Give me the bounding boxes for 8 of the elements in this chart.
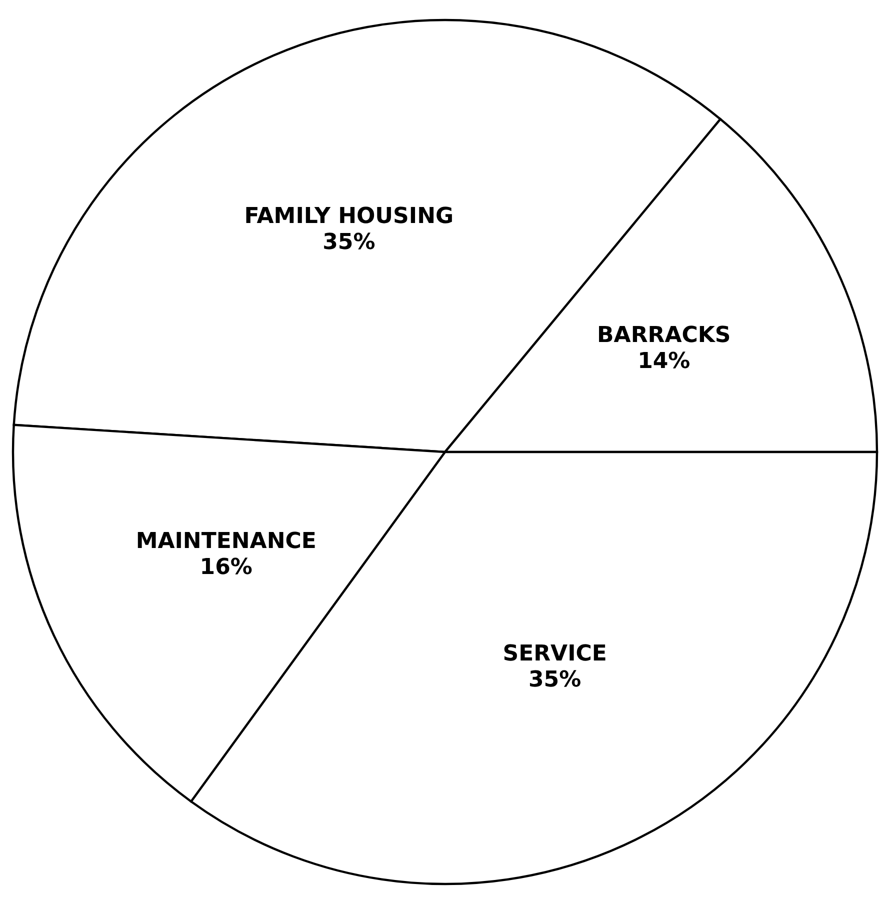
data-label: 35%	[322, 230, 376, 255]
slice-label: MAINTENANCE	[136, 529, 316, 554]
data-label: 14%	[638, 348, 690, 374]
data-label: 16%	[200, 555, 252, 580]
slice-label: FAMILY HOUSING	[244, 204, 454, 229]
slice-label: SERVICE	[502, 642, 607, 667]
slice-label: BARRACKS	[597, 322, 731, 348]
data-label: 35%	[528, 668, 582, 693]
